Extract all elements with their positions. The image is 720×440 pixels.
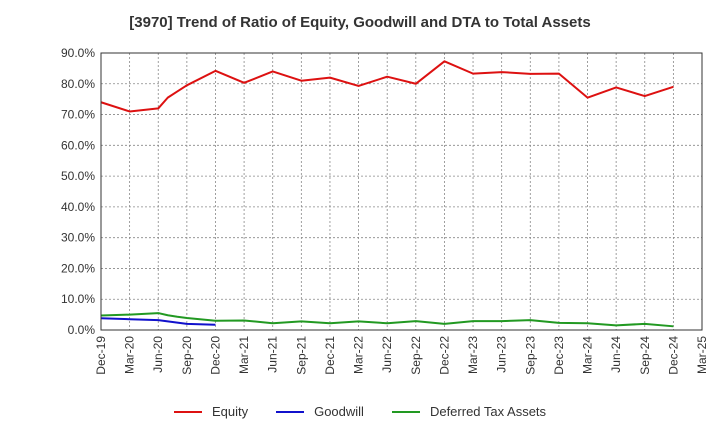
legend-label-goodwill: Goodwill	[314, 404, 364, 419]
x-tick-label: Jun-21	[266, 336, 280, 373]
y-tick-label: 50.0%	[61, 169, 95, 183]
chart-title: [3970] Trend of Ratio of Equity, Goodwil…	[129, 14, 591, 31]
x-tick-label: Dec-20	[208, 336, 222, 375]
series-line-deferred-tax-assets	[100, 312, 674, 328]
y-tick-label: 20.0%	[61, 261, 95, 275]
x-tick-label: Dec-24	[666, 336, 680, 375]
x-tick-label: Mar-24	[581, 336, 595, 374]
y-tick-label: 30.0%	[61, 231, 95, 245]
legend-item-equity: Equity	[173, 404, 249, 419]
x-tick-label: Mar-25	[695, 336, 709, 374]
series-layer	[100, 60, 674, 328]
series-line-equity	[100, 60, 674, 113]
x-tick-label: Jun-24	[609, 336, 623, 373]
x-tick-label: Sep-21	[294, 336, 308, 375]
legend-swatch-dta	[391, 410, 420, 413]
y-tick-label: 70.0%	[61, 108, 95, 122]
x-tick-label: Jun-23	[495, 336, 509, 373]
x-tick-label: Mar-22	[352, 336, 366, 374]
x-tick-label: Dec-21	[323, 336, 337, 375]
axis-layer: 0.0% 10.0% 20.0% 30.0% 40.0% 50.0% 60.0% 70.0% 8…	[61, 46, 709, 375]
x-tick-label: Mar-20	[123, 336, 137, 374]
x-tick-label: Dec-19	[94, 336, 108, 375]
x-tick-label: Sep-20	[180, 336, 194, 375]
x-tick-label: Sep-23	[523, 336, 537, 375]
y-tick-label: 60.0%	[61, 138, 95, 152]
x-tick-label: Mar-21	[237, 336, 251, 374]
legend: Equity Goodwill Deferred Tax Assets	[0, 404, 720, 419]
grid-layer	[100, 52, 703, 331]
y-tick-label: 80.0%	[61, 77, 95, 91]
legend-label-equity: Equity	[211, 404, 249, 419]
y-tick-label: 0.0%	[68, 323, 96, 337]
legend-label-dta: Deferred Tax Assets	[429, 404, 547, 419]
x-tick-label: Dec-22	[437, 336, 451, 375]
x-tick-label: Dec-23	[552, 336, 566, 375]
legend-swatch-equity	[173, 410, 202, 413]
y-tick-label: 40.0%	[61, 200, 95, 214]
y-tick-label: 10.0%	[61, 292, 95, 306]
x-tick-label: Mar-23	[466, 336, 480, 374]
legend-swatch-goodwill	[276, 410, 305, 413]
x-tick-label: Jun-22	[380, 336, 394, 373]
series-line-goodwill	[100, 317, 216, 326]
x-tick-label: Sep-22	[409, 336, 423, 375]
x-tick-label: Jun-20	[151, 336, 165, 373]
x-tick-label: Sep-24	[638, 336, 652, 375]
y-tick-label: 90.0%	[61, 46, 95, 60]
plot-frame	[100, 52, 703, 331]
legend-item-dta: Deferred Tax Assets	[391, 404, 547, 419]
legend-item-goodwill: Goodwill	[276, 404, 364, 419]
